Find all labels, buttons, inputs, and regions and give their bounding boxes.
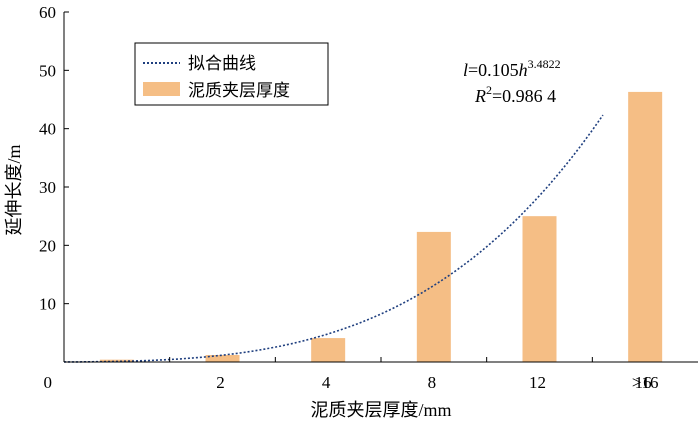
equation-mid: =0.105: [468, 60, 519, 80]
r2-var: R: [474, 86, 486, 106]
y-tick-label-40: 40: [39, 120, 56, 139]
legend-label-bars: 泥质夹层厚度: [188, 81, 290, 100]
legend: 拟合曲线 泥质夹层厚度: [134, 42, 329, 106]
r2-sup: 2: [486, 83, 492, 97]
x-tick-label-1: 2: [216, 373, 225, 392]
x-tick-label-5: 16: [635, 373, 652, 392]
legend-label-fit: 拟合曲线: [188, 54, 256, 73]
x-tick-label-3: 8: [428, 373, 437, 392]
x-tick-label-6: >16: [632, 373, 659, 392]
bar-3: [311, 338, 346, 362]
y-tick-label-0: 0: [44, 373, 53, 392]
r2-text: R2=0.986 4: [474, 83, 556, 106]
bar-4: [416, 231, 451, 362]
equation-text: l=0.105h3.4822: [463, 57, 561, 80]
bars-group: [99, 91, 663, 363]
legend-bar-swatch: [143, 82, 180, 96]
bar-2: [205, 355, 240, 362]
r2-value: =0.986 4: [492, 86, 556, 106]
ticks-group: 0 10 20 30 40 50 60 2 4 8 12 16>16: [39, 3, 658, 392]
y-tick-label-60: 60: [39, 3, 56, 22]
bar-6: [628, 91, 663, 363]
equation-base: h: [519, 60, 528, 80]
x-tick-label-2: 4: [322, 373, 331, 392]
fit-curve-line: [64, 114, 604, 363]
x-axis-title: 泥质夹层厚度/mm: [310, 400, 451, 420]
y-tick-label-50: 50: [39, 61, 56, 80]
y-tick-label-20: 20: [39, 236, 56, 255]
equation-annotation: l=0.105h3.4822 R2=0.986 4: [463, 57, 561, 106]
equation-var: l: [463, 60, 468, 80]
y-tick-label-30: 30: [39, 178, 56, 197]
x-tick-label-4: 12: [529, 373, 546, 392]
equation-exp: 3.4822: [528, 57, 561, 71]
y-tick-label-10: 10: [39, 295, 56, 314]
fit-curve-group: [64, 114, 604, 363]
bar-5: [522, 216, 557, 362]
y-axis-title: 延伸长度/m: [4, 144, 24, 235]
